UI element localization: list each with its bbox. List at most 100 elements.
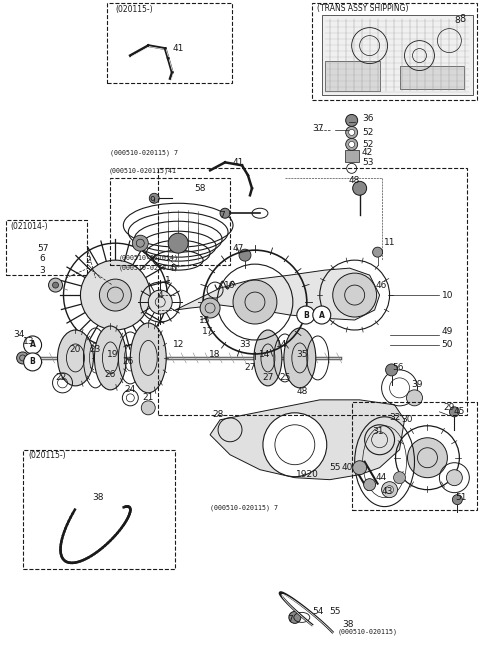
Bar: [158, 168, 468, 415]
Text: 41: 41: [172, 44, 184, 53]
Text: 5: 5: [170, 264, 176, 272]
Text: 50: 50: [442, 340, 453, 349]
Text: 58: 58: [194, 183, 206, 193]
Text: B: B: [30, 357, 36, 366]
Text: A: A: [30, 340, 36, 349]
Ellipse shape: [289, 611, 301, 624]
Text: 54: 54: [312, 607, 324, 616]
Ellipse shape: [452, 494, 462, 505]
Text: 40: 40: [342, 463, 353, 472]
Ellipse shape: [168, 233, 188, 253]
Text: 7: 7: [219, 211, 225, 220]
Text: 46: 46: [376, 281, 387, 289]
Text: 23: 23: [90, 345, 101, 355]
Ellipse shape: [141, 401, 155, 415]
Text: 20: 20: [70, 345, 81, 355]
Bar: [399, 65, 464, 89]
Text: (000510-020115) 7: (000510-020115) 7: [110, 149, 179, 155]
Ellipse shape: [254, 330, 282, 386]
Ellipse shape: [348, 129, 355, 135]
Text: 21: 21: [143, 393, 154, 402]
Text: 22: 22: [55, 374, 66, 383]
Text: 12: 12: [172, 340, 184, 349]
Ellipse shape: [449, 407, 459, 417]
Text: (020115-): (020115-): [29, 451, 66, 460]
Text: 57: 57: [37, 244, 48, 253]
Ellipse shape: [220, 208, 230, 218]
Text: 51: 51: [456, 493, 467, 502]
Text: 27: 27: [244, 364, 256, 372]
Text: 18: 18: [209, 351, 221, 359]
Ellipse shape: [200, 298, 220, 318]
Text: 17: 17: [203, 328, 214, 336]
Ellipse shape: [446, 470, 462, 486]
Ellipse shape: [353, 461, 367, 475]
Ellipse shape: [81, 260, 150, 330]
Text: 24: 24: [125, 385, 136, 394]
Text: 8: 8: [455, 16, 460, 25]
Text: 14: 14: [276, 340, 288, 349]
Ellipse shape: [313, 306, 331, 324]
Text: 31: 31: [372, 427, 384, 436]
Text: 49: 49: [442, 328, 453, 336]
Ellipse shape: [348, 142, 355, 148]
Text: 42: 42: [362, 148, 373, 157]
Ellipse shape: [99, 279, 132, 311]
Text: (000510-020115): (000510-020115): [338, 628, 398, 635]
Polygon shape: [175, 268, 380, 320]
Ellipse shape: [24, 336, 42, 354]
Bar: [108, 3, 232, 82]
Text: 52: 52: [362, 140, 373, 149]
Text: 19: 19: [107, 351, 118, 359]
Text: (021014-): (021014-): [11, 222, 48, 231]
Bar: [23, 450, 175, 569]
Text: 45: 45: [454, 407, 465, 417]
Ellipse shape: [48, 278, 62, 292]
Ellipse shape: [333, 273, 377, 317]
Text: 28: 28: [212, 410, 224, 419]
Ellipse shape: [239, 249, 251, 261]
Text: 29: 29: [444, 404, 455, 412]
Text: 7: 7: [287, 615, 293, 624]
Text: 44: 44: [376, 473, 387, 482]
Ellipse shape: [263, 413, 327, 477]
Text: 27: 27: [262, 374, 274, 383]
Ellipse shape: [407, 390, 422, 406]
Text: 33: 33: [239, 340, 251, 349]
Ellipse shape: [382, 482, 397, 498]
Text: 30: 30: [402, 415, 413, 424]
Text: 13: 13: [23, 338, 35, 347]
Text: A: A: [319, 311, 324, 319]
Text: 1920: 1920: [296, 470, 319, 479]
Text: (TRANS ASSY SHIPPING): (TRANS ASSY SHIPPING): [317, 4, 408, 13]
Ellipse shape: [346, 114, 358, 127]
Text: 25: 25: [279, 374, 290, 383]
Text: 26: 26: [105, 370, 116, 379]
Ellipse shape: [372, 247, 383, 257]
Text: 9: 9: [149, 196, 155, 205]
Text: (020115-): (020115-): [115, 5, 153, 14]
Ellipse shape: [346, 138, 358, 150]
Ellipse shape: [52, 282, 59, 288]
Text: 48: 48: [349, 176, 360, 185]
Ellipse shape: [394, 471, 406, 484]
Ellipse shape: [58, 330, 94, 386]
Text: 55: 55: [329, 463, 340, 472]
Text: 52: 52: [362, 128, 373, 137]
Bar: [6, 220, 87, 275]
Text: 8: 8: [459, 14, 466, 24]
Ellipse shape: [130, 323, 166, 393]
Text: 11: 11: [384, 238, 396, 247]
Polygon shape: [210, 400, 405, 480]
Text: 39: 39: [412, 381, 423, 389]
Bar: [312, 3, 477, 101]
Text: 16: 16: [224, 281, 236, 289]
Text: 10: 10: [442, 291, 453, 300]
Text: 38: 38: [342, 620, 353, 629]
Ellipse shape: [233, 280, 277, 324]
Ellipse shape: [297, 306, 315, 324]
Text: 55: 55: [329, 607, 340, 616]
Bar: [345, 150, 359, 163]
Ellipse shape: [95, 326, 126, 390]
Text: 6: 6: [40, 253, 46, 263]
